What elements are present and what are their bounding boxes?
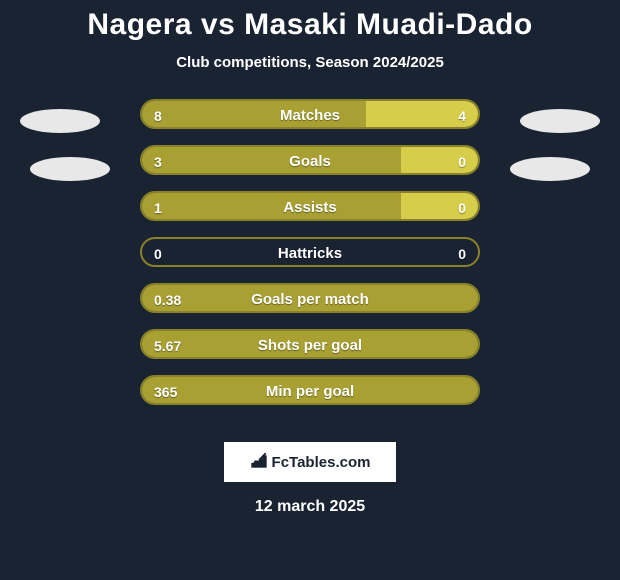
stat-label: Shots per goal (142, 331, 478, 359)
stat-value-right: 0 (458, 193, 466, 221)
stat-row: Min per goal365 (140, 375, 480, 405)
stat-label: Min per goal (142, 377, 478, 405)
stat-bars: Matches84Goals30Assists10Hattricks00Goal… (140, 99, 480, 421)
stat-label: Matches (142, 101, 478, 129)
stat-value-left: 8 (154, 101, 162, 129)
stats-area: Matches84Goals30Assists10Hattricks00Goal… (0, 99, 620, 429)
stat-value-left: 5.67 (154, 331, 181, 359)
stat-label: Hattricks (142, 239, 478, 267)
branding-badge: FcTables.com (222, 440, 398, 484)
stat-row: Goals3 0 (140, 145, 480, 175)
date-text: 12 march 2025 (0, 498, 620, 516)
chart-icon (250, 451, 268, 473)
player-right-photo-placeholder (520, 109, 600, 133)
stat-value-right: 4 (458, 101, 466, 129)
branding-text: FcTables.com (272, 454, 371, 471)
player-left-photo-placeholder (20, 109, 100, 133)
stat-value-left: 365 (154, 377, 177, 405)
stat-value-right: 0 (458, 147, 466, 175)
stat-value-left: 1 (154, 193, 162, 221)
stat-row: Hattricks0 0 (140, 237, 480, 267)
stat-label: Assists (142, 193, 478, 221)
stat-row: Goals per match0.38 (140, 283, 480, 313)
stat-value-left: 0 (154, 239, 162, 267)
stat-value-left: 0.38 (154, 285, 181, 313)
subtitle: Club competitions, Season 2024/2025 (0, 54, 620, 71)
stat-value-right: 0 (458, 239, 466, 267)
team-left-logo-placeholder (30, 157, 110, 181)
stat-value-left: 3 (154, 147, 162, 175)
stat-row: Matches8 4 (140, 99, 480, 129)
team-right-logo-placeholder (510, 157, 590, 181)
stat-label: Goals (142, 147, 478, 175)
stat-row: Assists1 0 (140, 191, 480, 221)
stat-label: Goals per match (142, 285, 478, 313)
stat-row: Shots per goal5.67 (140, 329, 480, 359)
page-title: Nagera vs Masaki Muadi-Dado (0, 0, 620, 42)
